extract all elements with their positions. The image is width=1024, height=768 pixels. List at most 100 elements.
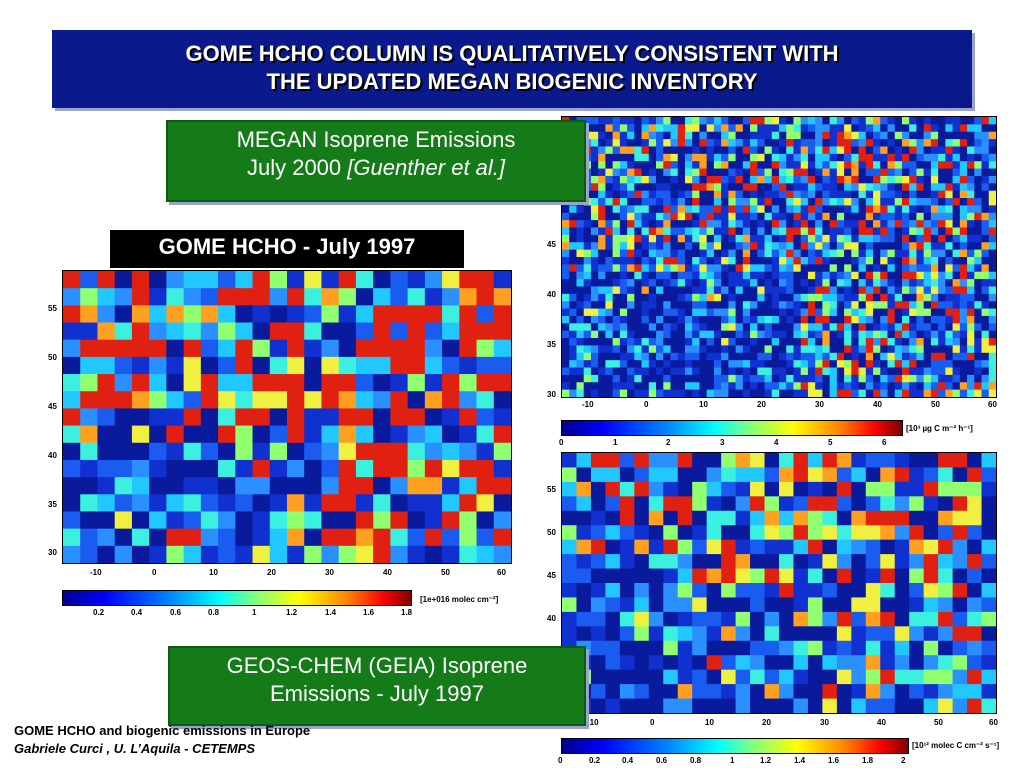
heatmap-cell: [634, 626, 650, 642]
heatmap-cell: [670, 352, 679, 361]
heatmap-cell: [851, 198, 860, 206]
heatmap-cell: [269, 528, 288, 547]
heatmap-cell: [459, 494, 478, 512]
heatmap-cell: [894, 640, 910, 656]
heatmap-cell: [605, 131, 614, 140]
heatmap-cell: [476, 477, 495, 495]
heatmap-cell: [894, 205, 903, 214]
heatmap-cell: [692, 382, 700, 391]
heatmap-cell: [670, 190, 679, 199]
heatmap-cell: [619, 183, 628, 192]
heatmap-cell: [793, 249, 802, 258]
heatmap-cell: [590, 669, 606, 685]
heatmap-cell: [901, 146, 910, 155]
gome-lat-tick: 30: [48, 548, 57, 557]
heatmap-cell: [735, 330, 744, 339]
heatmap-cell: [844, 315, 852, 324]
heatmap-cell: [728, 146, 737, 155]
heatmap-cell: [793, 139, 802, 147]
heatmap-cell: [887, 146, 896, 155]
heatmap-cell: [670, 205, 679, 214]
heatmap-cell: [97, 511, 116, 530]
heatmap-cell: [677, 360, 686, 369]
heatmap-cell: [605, 227, 614, 236]
heatmap-cell: [793, 153, 802, 162]
heatmap-cell: [304, 511, 322, 530]
heatmap-cell: [706, 539, 722, 555]
heatmap-cell: [663, 626, 679, 642]
heatmap-cell: [619, 525, 635, 541]
heatmap-cell: [684, 330, 693, 339]
heatmap-cell: [793, 352, 802, 361]
heatmap-cell: [706, 554, 722, 570]
heatmap-cell: [598, 352, 606, 361]
heatmap-cell: [63, 494, 81, 512]
heatmap-cell: [923, 190, 932, 199]
heatmap-cell: [981, 597, 996, 613]
heatmap-cell: [967, 301, 975, 310]
heatmap-cell: [713, 360, 722, 369]
heatmap-cell: [576, 286, 585, 295]
heatmap-cell: [779, 626, 794, 642]
heatmap-cell: [873, 117, 881, 125]
heatmap-cell: [909, 146, 917, 155]
heatmap-cell: [634, 175, 643, 184]
heatmap-cell: [670, 389, 679, 397]
heatmap-cell: [880, 352, 888, 361]
heatmap-cell: [728, 293, 737, 302]
heatmap-cell: [923, 301, 932, 310]
heatmap-cell: [648, 271, 657, 280]
heatmap-cell: [894, 124, 903, 133]
heatmap-cell: [656, 367, 664, 376]
heatmap-cell: [894, 131, 903, 140]
heatmap-cell: [880, 257, 888, 265]
heatmap-cell: [166, 391, 185, 409]
heatmap-cell: [894, 539, 910, 555]
heatmap-cell: [269, 339, 288, 358]
heatmap-cell: [583, 212, 592, 221]
heatmap-cell: [757, 257, 766, 265]
heatmap-cell: [880, 467, 896, 483]
heatmap-cell: [764, 323, 773, 332]
heatmap-cell: [829, 330, 838, 339]
heatmap-cell: [836, 242, 845, 251]
heatmap-cell: [786, 146, 794, 155]
heatmap-cell: [692, 611, 708, 627]
heatmap-cell: [269, 408, 288, 427]
heatmap-cell: [764, 597, 780, 613]
heatmap-cell: [981, 352, 990, 361]
heatmap-cell: [909, 684, 925, 700]
heatmap-cell: [844, 249, 852, 258]
heatmap-cell: [967, 626, 983, 642]
heatmap-cell: [873, 168, 881, 177]
heatmap-cell: [706, 583, 722, 598]
heatmap-cell: [677, 124, 686, 133]
heatmap-cell: [793, 338, 802, 346]
heatmap-cell: [80, 545, 98, 563]
heatmap-cell: [880, 242, 888, 251]
heatmap-cell: [894, 234, 903, 243]
megan-label-date: July 2000: [246, 155, 348, 180]
heatmap-cell: [952, 698, 968, 713]
heatmap-cell: [590, 481, 606, 497]
heatmap-cell: [699, 286, 708, 295]
heatmap-cell: [988, 220, 996, 229]
heatmap-cell: [459, 322, 478, 341]
heatmap-cell: [880, 554, 896, 570]
heatmap-cell: [619, 338, 628, 346]
heatmap-cell: [800, 293, 809, 302]
heatmap-cell: [338, 459, 357, 478]
heatmap-cell: [757, 301, 766, 310]
heatmap-cell: [634, 352, 643, 361]
heatmap-cell: [793, 496, 809, 512]
heatmap-cell: [80, 339, 98, 358]
heatmap-cell: [750, 286, 758, 295]
heatmap-cell: [750, 131, 758, 140]
heatmap-cell: [648, 539, 664, 555]
heatmap-cell: [945, 124, 954, 133]
heatmap-cell: [304, 494, 322, 512]
heatmap-cell: [583, 139, 592, 147]
heatmap-cell: [663, 467, 679, 483]
heatmap-cell: [807, 198, 816, 206]
heatmap-cell: [576, 481, 592, 497]
